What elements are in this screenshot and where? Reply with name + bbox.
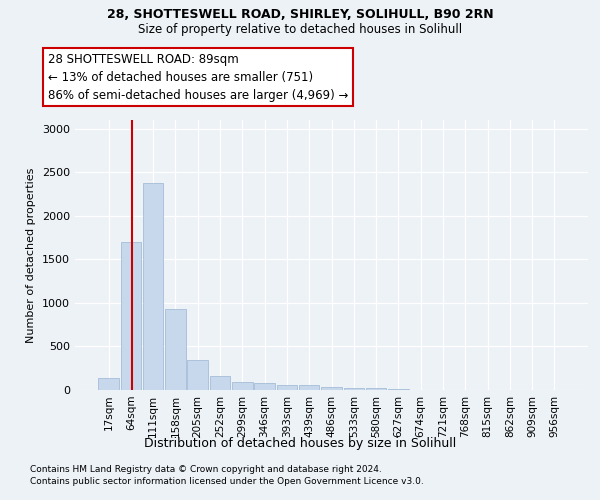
Bar xyxy=(143,182,163,390)
Bar xyxy=(187,360,208,390)
Text: 28 SHOTTESWELL ROAD: 89sqm
← 13% of detached houses are smaller (751)
86% of sem: 28 SHOTTESWELL ROAD: 89sqm ← 13% of deta… xyxy=(48,52,349,102)
Y-axis label: Number of detached properties: Number of detached properties xyxy=(26,168,37,342)
Bar xyxy=(98,378,119,390)
Bar xyxy=(321,388,342,390)
Bar xyxy=(232,382,253,390)
Bar xyxy=(299,385,319,390)
Text: Contains public sector information licensed under the Open Government Licence v3: Contains public sector information licen… xyxy=(30,478,424,486)
Bar xyxy=(277,385,297,390)
Bar xyxy=(165,309,186,390)
Text: Distribution of detached houses by size in Solihull: Distribution of detached houses by size … xyxy=(144,438,456,450)
Text: 28, SHOTTESWELL ROAD, SHIRLEY, SOLIHULL, B90 2RN: 28, SHOTTESWELL ROAD, SHIRLEY, SOLIHULL,… xyxy=(107,8,493,20)
Text: Contains HM Land Registry data © Crown copyright and database right 2024.: Contains HM Land Registry data © Crown c… xyxy=(30,465,382,474)
Bar xyxy=(121,242,141,390)
Bar xyxy=(388,389,409,390)
Text: Size of property relative to detached houses in Solihull: Size of property relative to detached ho… xyxy=(138,22,462,36)
Bar xyxy=(366,388,386,390)
Bar xyxy=(210,376,230,390)
Bar xyxy=(344,388,364,390)
Bar xyxy=(254,384,275,390)
